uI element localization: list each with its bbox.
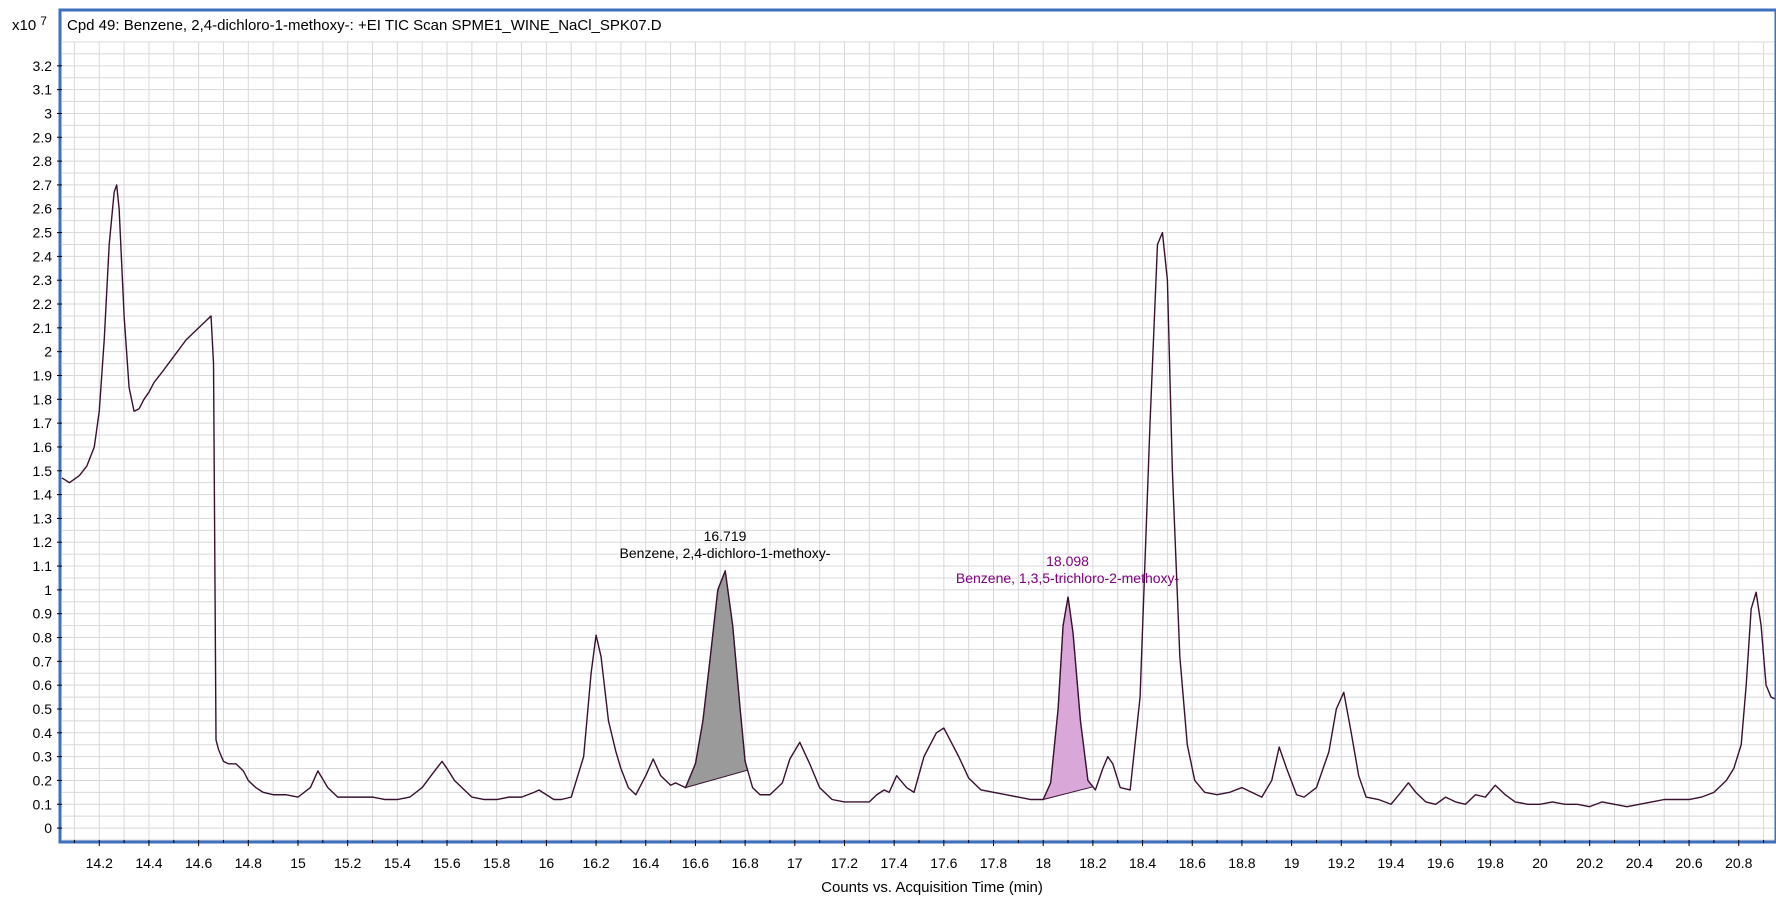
x-tick-label: 20 — [1532, 855, 1548, 871]
y-tick-label: 2 — [44, 344, 52, 360]
y-tick-label: 1.8 — [33, 391, 53, 407]
y-tick-label: 0.9 — [33, 606, 53, 622]
x-tick-label: 15.8 — [483, 855, 510, 871]
x-tick-label: 18.6 — [1179, 855, 1206, 871]
y-tick-label: 1.3 — [33, 510, 53, 526]
x-tick-label: 17.8 — [980, 855, 1007, 871]
x-tick-label: 15.2 — [334, 855, 361, 871]
x-tick-label: 17.6 — [930, 855, 957, 871]
x-tick-label: 16.2 — [582, 855, 609, 871]
y-tick-label: 2.6 — [33, 201, 53, 217]
y-tick-label: 3 — [44, 105, 52, 121]
x-tick-label: 19 — [1284, 855, 1300, 871]
y-tick-label: 3.1 — [33, 82, 53, 98]
y-tick-label: 0.6 — [33, 677, 53, 693]
x-tick-label: 17.2 — [831, 855, 858, 871]
y-tick-label: 2.1 — [33, 320, 53, 336]
x-tick-label: 19.6 — [1427, 855, 1454, 871]
x-tick-label: 17.4 — [881, 855, 908, 871]
y-tick-label: 2.5 — [33, 225, 53, 241]
y-tick-label: 1.1 — [33, 558, 53, 574]
peak-rt-label: 18.098 — [1046, 553, 1089, 569]
y-tick-label: 0.8 — [33, 630, 53, 646]
x-tick-label: 19.8 — [1477, 855, 1504, 871]
x-tick-label: 14.2 — [86, 855, 113, 871]
y-tick-label: 1.7 — [33, 415, 53, 431]
x-tick-label: 16.8 — [731, 855, 758, 871]
y-tick-label: 2.4 — [33, 248, 53, 264]
x-tick-label: 15 — [290, 855, 306, 871]
y-tick-label: 1 — [44, 582, 52, 598]
y-tick-label: 3.2 — [33, 58, 53, 74]
x-tick-label: 16 — [539, 855, 555, 871]
plot-frame — [58, 8, 1776, 844]
y-scale-label: x10 7 — [12, 14, 47, 34]
y-tick-label: 2.8 — [33, 153, 53, 169]
x-tick-label: 20.6 — [1675, 855, 1702, 871]
tic-trace — [61, 184, 1776, 808]
x-tick-label: 17 — [787, 855, 803, 871]
y-tick-label: 0.4 — [33, 725, 53, 741]
grid-lines — [62, 41, 1776, 841]
x-tick-label: 18.4 — [1129, 855, 1156, 871]
y-tick-label: 1.9 — [33, 367, 53, 383]
y-tick-label: 2.2 — [33, 296, 53, 312]
x-tick-label: 18.2 — [1079, 855, 1106, 871]
y-scale-base: x10 — [12, 17, 36, 34]
x-tick-label: 14.6 — [185, 855, 212, 871]
x-tick-label: 16.4 — [632, 855, 659, 871]
x-tick-label: 20.4 — [1626, 855, 1653, 871]
y-tick-labels: 0 0.1 0.2 0.3 0.4 0.5 0.6 0.7 0.8 0.9 1 1.1 1.2 1.3 1.… — [33, 58, 62, 836]
x-tick-label: 18 — [1035, 855, 1051, 871]
x-tick-label: 18.8 — [1228, 855, 1255, 871]
y-tick-label: 0 — [44, 820, 52, 836]
y-tick-label: 1.2 — [33, 534, 53, 550]
peak-name-label: Benzene, 1,3,5-trichloro-2-methoxy- — [956, 570, 1180, 586]
x-axis-label: Counts vs. Acquisition Time (min) — [821, 879, 1043, 895]
peak-annotations: Benzene, 2,4-dichloro-1-methoxy-16.719 Be… — [620, 528, 1180, 586]
trace-layer — [61, 184, 1776, 808]
y-tick-label: 0.1 — [33, 796, 53, 812]
x-tick-label: 16.6 — [682, 855, 709, 871]
x-tick-label: 14.4 — [135, 855, 162, 871]
peak-name-label: Benzene, 2,4-dichloro-1-methoxy- — [620, 545, 831, 561]
x-tick-label: 19.4 — [1377, 855, 1404, 871]
x-tick-label: 20.8 — [1725, 855, 1752, 871]
y-scale-exponent: 7 — [40, 14, 47, 28]
x-tick-labels: 14.2 14.4 14.6 14.8 15 15.2 15.4 15.6 15.8 16 16.2… — [73, 840, 1765, 871]
x-tick-label: 15.4 — [384, 855, 411, 871]
y-tick-label: 0.5 — [33, 701, 53, 717]
y-tick-label: 1.4 — [33, 487, 53, 503]
y-tick-label: 0.2 — [33, 772, 53, 788]
x-tick-label: 14.8 — [235, 855, 262, 871]
y-tick-label: 2.3 — [33, 272, 53, 288]
peak-rt-label: 16.719 — [704, 528, 747, 544]
y-tick-label: 0.7 — [33, 653, 53, 669]
y-tick-label: 2.9 — [33, 129, 53, 145]
x-tick-label: 20.2 — [1576, 855, 1603, 871]
x-tick-label: 15.6 — [433, 855, 460, 871]
y-tick-label: 1.5 — [33, 463, 53, 479]
y-tick-label: 2.7 — [33, 177, 53, 193]
x-tick-label: 19.2 — [1328, 855, 1355, 871]
chart-title: Cpd 49: Benzene, 2,4-dichloro-1-methoxy-… — [67, 17, 662, 34]
y-tick-label: 1.6 — [33, 439, 53, 455]
frame-border — [58, 8, 1776, 844]
y-tick-label: 0.3 — [33, 749, 53, 765]
